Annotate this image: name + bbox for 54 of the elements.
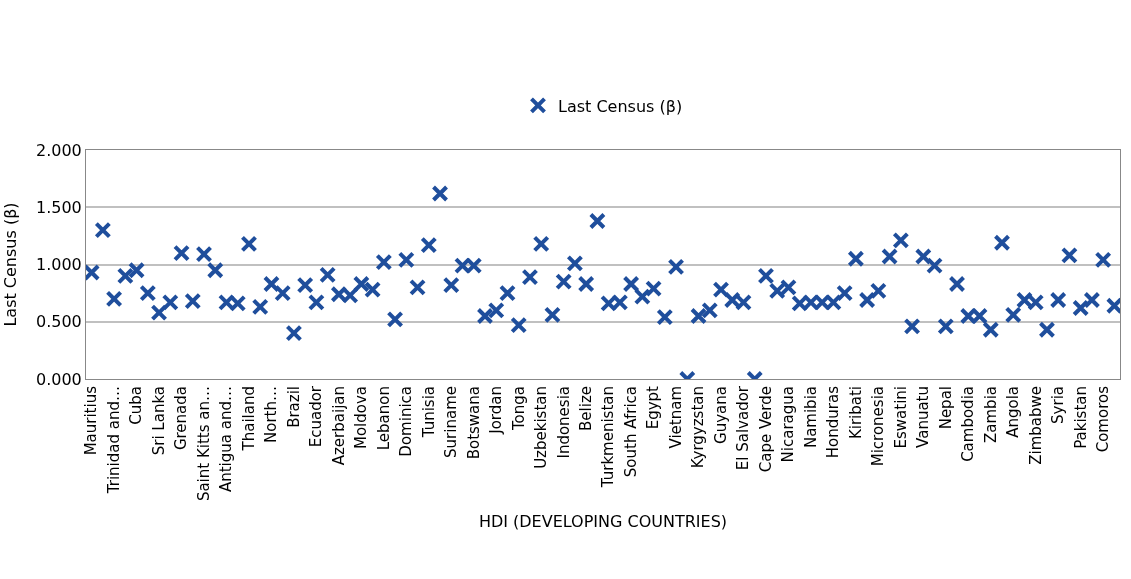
x-tick-label: Tonga: [509, 386, 528, 432]
x-tick-label: Cape Verde: [756, 386, 775, 473]
x-tick-label: Cuba: [127, 386, 146, 425]
x-tick-label: Suriname: [442, 386, 461, 458]
x-tick-label: Brazil: [284, 386, 303, 428]
x-tick-label: Mauritius: [82, 385, 101, 456]
x-tick-label: Dominica: [397, 386, 416, 457]
x-tick-label: Egypt: [644, 385, 663, 430]
x-tick-label: Nepal: [936, 386, 955, 430]
x-tick-label: Thailand: [239, 386, 258, 452]
x-tick-label: Zambia: [981, 386, 1000, 443]
x-tick-label: North…: [262, 386, 281, 443]
x-tick-label: Antigua and…: [217, 386, 236, 493]
x-tick-label: Moldova: [352, 386, 371, 450]
x-tick-label: Jordan: [487, 386, 506, 435]
legend-label: Last Census (β): [558, 96, 683, 116]
x-tick-label: Indonesia: [554, 386, 573, 459]
x-tick-label: Saint Kitts an…: [194, 386, 213, 502]
x-tick-label: Tunisia: [419, 386, 438, 439]
x-tick-label: Ecuador: [307, 385, 326, 448]
x-tick-label: Grenada: [172, 386, 191, 451]
x-tick-label: Cambodia: [959, 386, 978, 462]
x-tick-label: Lebanon: [374, 386, 393, 451]
x-tick-label: Trinidad and…: [104, 386, 123, 495]
x-tick-label: Belize: [577, 386, 596, 431]
x-tick-label: Honduras: [824, 385, 843, 459]
x-tick-label: Guyana: [711, 386, 730, 444]
x-tick-label: Comoros: [1094, 385, 1113, 453]
x-tick-label: Pakistan: [1071, 386, 1090, 449]
x-tick-label: Azerbaijan: [329, 386, 348, 466]
x-tick-label: Botswana: [464, 386, 483, 460]
y-tick-label: 1.500: [35, 197, 82, 217]
x-tick-label: Turkmenistan: [599, 386, 618, 489]
x-tick-label: Vanuatu: [914, 386, 933, 448]
x-tick-label: Kiribati: [846, 386, 865, 440]
y-tick-label: 1.000: [35, 255, 82, 275]
x-tick-label: Angola: [1004, 386, 1023, 438]
x-tick-label: Zimbabwe: [1026, 386, 1045, 465]
y-tick-label: 2.000: [35, 140, 82, 160]
x-tick-label: Sri Lanka: [149, 386, 168, 456]
x-tick-label: Uzbekistan: [532, 386, 551, 469]
y-tick-label: 0.500: [35, 312, 82, 332]
x-tick-label: Micronesia: [869, 386, 888, 467]
x-tick-label: Namibia: [801, 386, 820, 449]
x-tick-label: El Salvador: [734, 385, 753, 471]
x-tick-label: South Africa: [621, 386, 640, 478]
y-axis-title: Last Census (β): [0, 202, 20, 327]
x-tick-label: Vietnam: [666, 386, 685, 449]
x-tick-label: Kyrgyzstan: [689, 386, 708, 469]
x-tick-label: Eswatini: [891, 386, 910, 449]
x-axis-title: HDI (DEVELOPING COUNTRIES): [478, 511, 728, 531]
x-tick-label: Syria: [1049, 386, 1068, 424]
y-tick-label: 0.000: [35, 369, 82, 389]
x-tick-label: Nicaragua: [779, 386, 798, 463]
